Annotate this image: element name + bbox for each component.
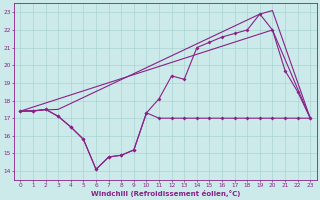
X-axis label: Windchill (Refroidissement éolien,°C): Windchill (Refroidissement éolien,°C): [91, 190, 240, 197]
